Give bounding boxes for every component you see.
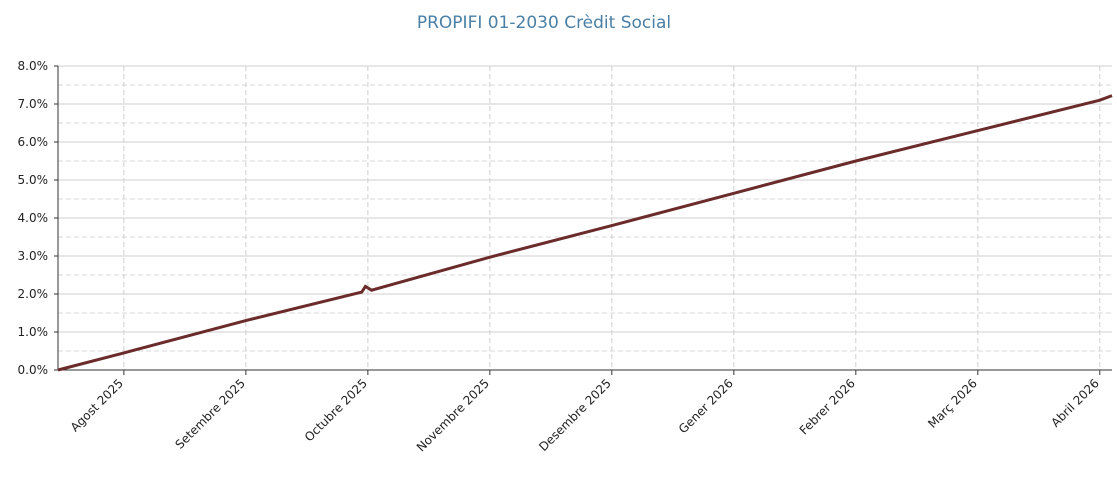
- x-tick-label: Abril 2026: [1048, 376, 1102, 430]
- chart-title: PROPIFI 01-2030 Crèdit Social: [417, 13, 671, 33]
- x-tick-label: Febrer 2026: [797, 376, 858, 437]
- y-tick-label: 6.0%: [18, 135, 49, 149]
- y-tick-label: 1.0%: [18, 325, 49, 339]
- x-tick-label: Novembre 2025: [414, 376, 492, 454]
- y-tick-label: 2.0%: [18, 287, 49, 301]
- y-tick-label: 3.0%: [18, 249, 49, 263]
- x-tick-label: Octubre 2025: [302, 376, 370, 444]
- x-tick-label: Desembre 2025: [536, 376, 614, 454]
- y-tick-label: 8.0%: [18, 59, 49, 73]
- x-tick-label: Març 2026: [925, 376, 980, 431]
- y-tick-label: 4.0%: [18, 211, 49, 225]
- x-tick-label: Gener 2026: [676, 376, 736, 436]
- data-line: [57, 94, 1113, 372]
- x-tick-label: Setembre 2025: [172, 376, 248, 452]
- y-tick-label: 5.0%: [18, 173, 49, 187]
- y-tick-label: 7.0%: [18, 97, 49, 111]
- x-tick-label: Agost 2025: [68, 376, 126, 434]
- y-tick-label: 0.0%: [18, 363, 49, 377]
